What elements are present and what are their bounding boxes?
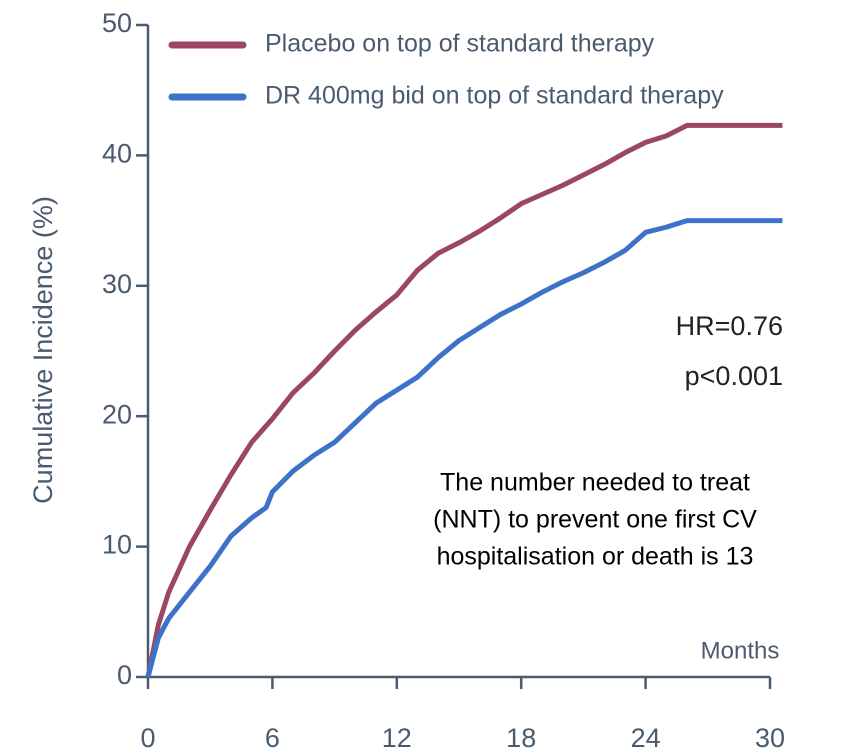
note: hospitalisation or death is 13 [437,543,754,571]
x-tick-label: 6 [265,723,280,753]
series-line [145,218,783,678]
y-tick-label: 10 [102,530,132,560]
x-tick-label: 0 [140,723,155,753]
x-tick-label: 12 [382,723,412,753]
note: The number needed to treat [440,469,750,497]
y-tick-label: 0 [117,660,132,690]
x-axis-label: Months [701,637,780,664]
series-line [145,122,783,678]
y-tick-label: 20 [102,399,132,429]
y-tick-label: 40 [102,139,132,169]
x-tick-label: 30 [755,723,785,753]
legend-label: DR 400mg bid on top of standard therapy [265,82,724,110]
y-tick-label: 30 [102,269,132,299]
note: (NNT) to prevent one first CV [433,506,757,534]
y-axis-label: Cumulative Incidence (%) [28,196,58,504]
annotation: HR=0.76 [676,311,783,341]
x-tick-label: 24 [631,723,661,753]
x-tick-label: 18 [506,723,536,753]
legend-label: Placebo on top of standard therapy [265,30,655,58]
y-tick-label: 50 [102,8,132,38]
annotation: p<0.001 [685,361,783,391]
